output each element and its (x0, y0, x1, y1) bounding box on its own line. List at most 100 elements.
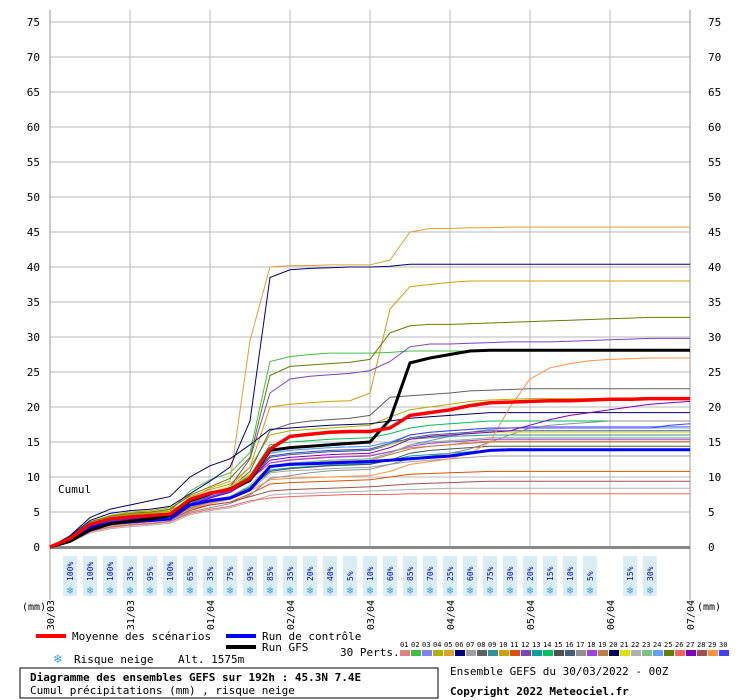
snow-risk-value: 25% (446, 566, 455, 581)
x-tick-label: 02/04 (286, 600, 297, 630)
perturbation-legend-label: 17 (576, 641, 584, 649)
snow-risk-badge (563, 556, 577, 596)
snow-risk-badge (263, 556, 277, 596)
ensemble-info: Ensemble GEFS du 30/03/2022 - 00Z (450, 665, 669, 678)
snow-risk-value: 85% (266, 566, 275, 581)
snow-risk-item: 65% ❄ (183, 556, 197, 597)
y-tick-label-left: 45 (27, 226, 40, 239)
legend: Moyenne des scénarios Run de contrôle Ru… (36, 630, 729, 667)
snow-risk-value: 100% (86, 562, 95, 581)
snow-risk-item: 75% ❄ (223, 556, 237, 597)
y-axis-right: 0 5 10 15 20 25 30 35 40 45 50 55 60 65 70 75 (708, 16, 721, 554)
perturbation-legend-label: 20 (609, 641, 617, 649)
perturbation-legend-swatch (664, 650, 674, 656)
snow-risk-value: 20% (306, 566, 315, 581)
snowflake-icon: ❄ (287, 584, 294, 597)
x-tick-label: 04/04 (446, 600, 457, 630)
snow-risk-item: 100% ❄ (103, 556, 117, 597)
y-tick-label-right: 75 (708, 16, 721, 29)
perturbation-legend-swatch (543, 650, 553, 656)
perturbation-legend-swatch (565, 650, 575, 656)
snow-risk-value: 10% (366, 566, 375, 581)
y-tick-label-right: 25 (708, 366, 721, 379)
snow-risk-badge (83, 556, 97, 596)
perturbation-legend-swatch (719, 650, 729, 656)
snow-risk-value: 60% (386, 566, 395, 581)
snow-risk-item: 10% ❄ (363, 556, 377, 597)
snow-risk-badge (103, 556, 117, 596)
y-unit-right: (mm) (697, 602, 721, 613)
y-tick-label-right: 30 (708, 331, 721, 344)
snow-risk-item: 5% ❄ (583, 556, 597, 597)
snow-risk-badge (623, 556, 637, 596)
snow-risk-item: 100% ❄ (83, 556, 97, 597)
snowflake-icon: ❄ (307, 584, 314, 597)
zero-baseline (50, 546, 690, 549)
perturbation-line-26 (49, 493, 690, 548)
perturbation-legend-label: 14 (543, 641, 551, 649)
y-tick-label-right: 45 (708, 226, 721, 239)
snow-risk-badge (183, 556, 197, 596)
snowflake-icon: ❄ (67, 584, 74, 597)
perturbation-legend-label: 19 (598, 641, 606, 649)
y-unit-left: (mm) (22, 602, 46, 613)
snowflake-icon: ❄ (527, 584, 534, 597)
x-tick-label: 07/04 (686, 600, 697, 630)
perturbation-legend-swatch (433, 650, 443, 656)
y-tick-label-right: 70 (708, 51, 721, 64)
y-tick-label-right: 40 (708, 261, 721, 274)
legend-mean-label: Moyenne des scénarios (72, 630, 211, 643)
y-tick-label-left: 70 (27, 51, 40, 64)
perturbation-legend-swatch (554, 650, 564, 656)
snow-risk-item: 35% ❄ (203, 556, 217, 597)
perturbation-legend-label: 23 (642, 641, 650, 649)
altitude-label: Alt. 1575m (178, 653, 245, 666)
snow-risk-badge (223, 556, 237, 596)
snowflake-icon: ❄ (327, 584, 334, 597)
perturbation-legend-swatch (620, 650, 630, 656)
perturbation-legend-label: 02 (411, 641, 419, 649)
perturbation-legend-swatch (510, 650, 520, 656)
perturbation-legend-label: 03 (422, 641, 430, 649)
snow-risk-item: 20% ❄ (303, 556, 317, 597)
y-tick-label-right: 55 (708, 156, 721, 169)
snow-risk-item: 100% ❄ (163, 556, 177, 597)
snow-risk-value: 5% (346, 571, 355, 581)
snowflake-icon: ❄ (467, 584, 474, 597)
snow-risk-item: 10% ❄ (563, 556, 577, 597)
y-tick-label-right: 0 (708, 541, 715, 554)
snow-risk-item: 60% ❄ (383, 556, 397, 597)
main-lines (49, 348, 690, 549)
snow-risk-badge (303, 556, 317, 596)
y-tick-label-left: 40 (27, 261, 40, 274)
snow-risk-item: 100% ❄ (63, 556, 77, 597)
snowflake-icon: ❄ (147, 584, 154, 597)
snow-risk-value: 60% (466, 566, 475, 581)
perturbation-legend-swatch (587, 650, 597, 656)
y-tick-label-right: 65 (708, 86, 721, 99)
legend-snowflake-icon: ❄ (53, 652, 62, 667)
snow-risk-item: 95% ❄ (243, 556, 257, 597)
snow-risk-badge (503, 556, 517, 596)
snow-risk-badge (543, 556, 557, 596)
copyright: Copyright 2022 Meteociel.fr (450, 685, 629, 698)
perturbation-legend-swatch (466, 650, 476, 656)
snow-risk-value: 75% (486, 566, 495, 581)
perturbations-label: 30 Perts. (340, 646, 400, 659)
perturbation-legend-label: 18 (587, 641, 595, 649)
chart-title: Diagramme des ensembles GEFS sur 192h : … (30, 671, 361, 684)
perturbation-legend-label: 29 (708, 641, 716, 649)
snow-risk-value: 95% (246, 566, 255, 581)
x-tick-label: 31/03 (126, 600, 137, 630)
snow-risk-value: 70% (426, 566, 435, 581)
perturbation-legend-label: 05 (444, 641, 452, 649)
perturbation-legend-label: 24 (653, 641, 661, 649)
snow-risk-value: 100% (106, 562, 115, 581)
perturbation-legend-swatch (455, 650, 465, 656)
perturbation-legend-label: 25 (664, 641, 672, 649)
perturbation-legend-swatch (642, 650, 652, 656)
snow-risk-item: 15% ❄ (543, 556, 557, 597)
snow-risk-badge (63, 556, 77, 596)
snow-risk-value: 5% (586, 571, 595, 581)
